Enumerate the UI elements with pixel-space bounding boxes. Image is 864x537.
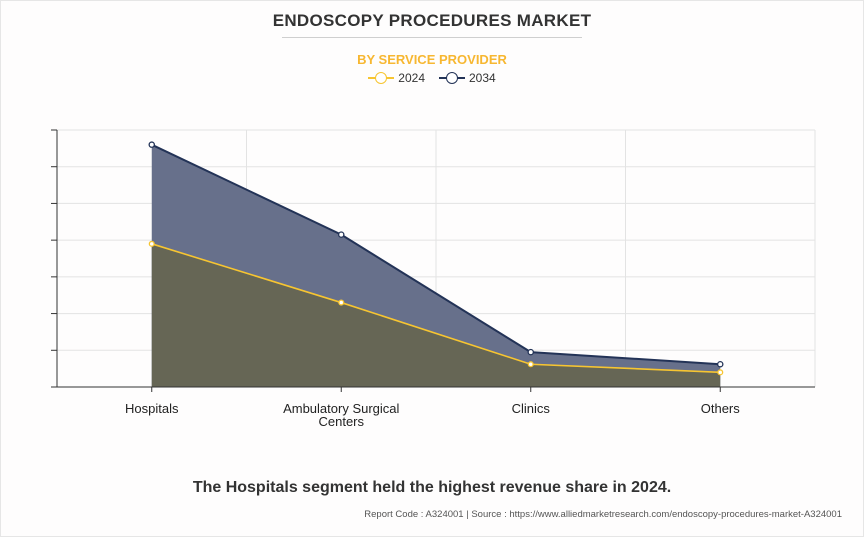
x-tick-label: Ambulatory Surgical Centers: [283, 401, 399, 429]
legend: 2024 2034: [0, 71, 864, 85]
point-2024: [717, 369, 724, 376]
point-2024: [338, 299, 345, 306]
x-tick-label: Others: [701, 401, 741, 416]
legend-item-2034[interactable]: 2034: [439, 71, 496, 85]
point-2034: [527, 348, 535, 356]
legend-marker-2034-icon: [439, 71, 465, 85]
title-divider: [282, 37, 582, 38]
point-2024: [148, 240, 155, 247]
point-2034: [148, 141, 155, 148]
line-2024: [151, 243, 721, 374]
legend-label-2024: 2024: [398, 71, 425, 85]
source-footer: Report Code : A324001 | Source : https:/…: [364, 509, 842, 520]
chart-subtitle: BY SERVICE PROVIDER: [357, 52, 507, 67]
x-tick-label: Hospitals: [125, 401, 179, 416]
chart-caption: The Hospitals segment held the highest r…: [192, 479, 672, 496]
point-2024: [527, 361, 534, 368]
point-2034: [717, 360, 724, 368]
x-tick-label: Clinics: [512, 401, 551, 416]
area-2024: [151, 243, 721, 387]
legend-marker-2024-icon: [368, 71, 395, 85]
point-2034: [337, 231, 345, 238]
chart-title: ENDOSCOPY PROCEDURES MARKET: [272, 11, 592, 30]
legend-label-2034: 2034: [469, 71, 496, 85]
line-2034: [151, 143, 721, 366]
legend-item-2024[interactable]: 2024: [368, 71, 425, 85]
